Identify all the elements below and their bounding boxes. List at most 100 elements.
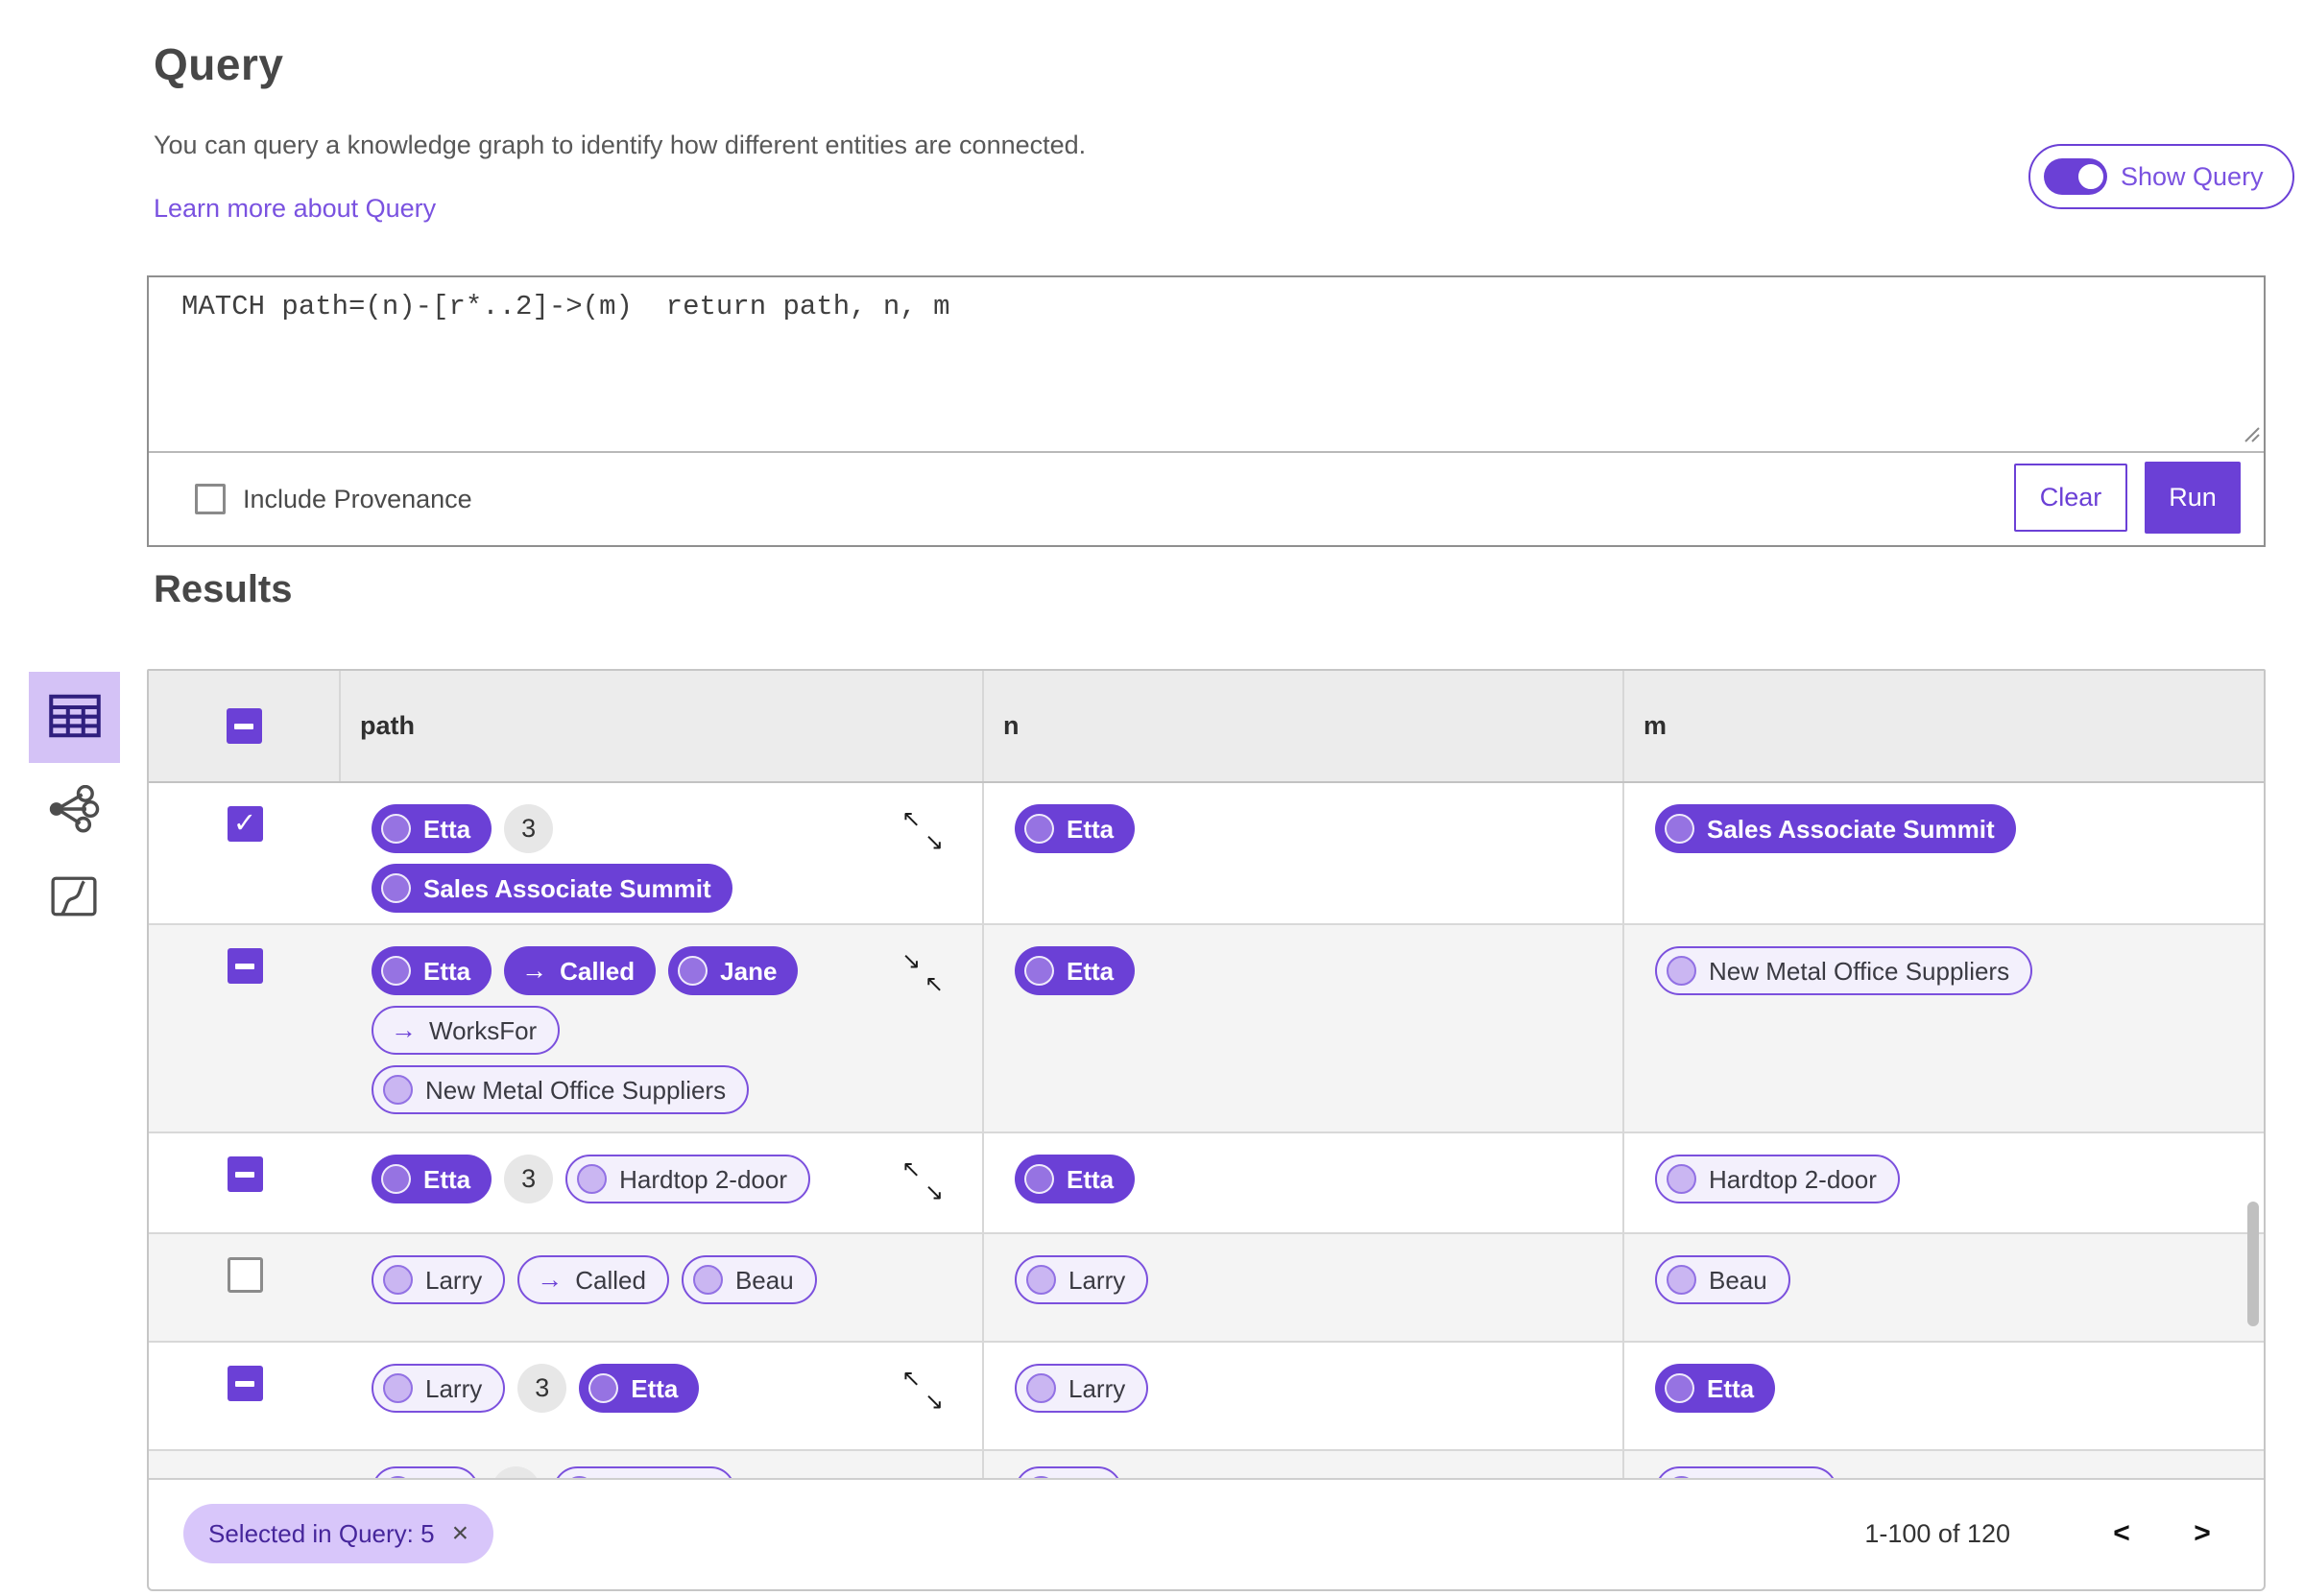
row-checkbox[interactable] [227,1257,263,1293]
node-circle-icon [1024,814,1054,844]
path-cell: Etta 3 Sales Associate Summit ↖ ↘ [341,783,984,923]
pill-line: Sales Associate Summit [372,864,965,913]
pill-label: Jane [720,956,778,986]
m-cell: Hardtop 2-door [1624,1133,2264,1232]
n-cell: Larry [984,1234,1624,1341]
row-checkbox[interactable] [227,948,263,984]
entity-pill[interactable]: Beau [1655,1255,1790,1304]
row-checkbox[interactable] [227,1366,263,1401]
expand-icon[interactable]: ↖ ↘ [901,808,944,854]
entity-pill[interactable]: Larry [372,1255,506,1304]
graph-view-button[interactable] [40,782,108,838]
pill-label: Sales Associate Summit [423,873,711,903]
page-title: Query [154,39,284,89]
pill-line: Larry → Called Beau [372,1255,965,1304]
node-circle-icon [1024,1164,1054,1194]
entity-pill[interactable]: Larry [1015,1364,1149,1413]
query-panel: MATCH path=(n)-[r*..2]->(m) return path,… [147,275,2266,547]
relationship-pill[interactable]: → WorksFor [372,1006,561,1055]
pill-line [372,1466,965,1478]
entity-pill[interactable]: Etta [1015,804,1136,853]
entity-pill[interactable]: Etta [372,804,492,853]
entity-pill[interactable]: Etta [372,1155,492,1203]
close-icon[interactable]: × [451,1517,469,1549]
entity-pill[interactable] [372,1466,479,1478]
row-select-cell [149,1343,341,1449]
learn-more-link[interactable]: Learn more about Query [154,194,437,223]
entity-pill[interactable]: Etta [1015,946,1136,995]
resize-handle-icon[interactable] [2240,422,2261,448]
chevron-left-icon[interactable]: < [2095,1516,2148,1551]
entity-pill[interactable]: Etta [1655,1364,1776,1413]
entity-pill[interactable]: New Metal Office Suppliers [372,1065,750,1114]
map-view-button[interactable] [44,871,104,923]
run-button[interactable]: Run [2145,462,2241,534]
show-query-toggle[interactable]: Show Query [2028,144,2294,209]
row-checkbox[interactable] [227,806,263,842]
table-header: path n m [149,671,2264,783]
pill-label: Etta [1067,814,1115,844]
entity-pill[interactable]: Hardtop 2-door [565,1155,811,1203]
pill-label: Etta [423,956,471,986]
chevron-right-icon[interactable]: > [2175,1516,2229,1551]
node-circle-icon [383,1373,413,1403]
table-row [149,1451,2264,1478]
provenance-checkbox[interactable] [195,484,226,514]
entity-pill[interactable] [553,1466,735,1478]
table-row: Etta 3 Sales Associate Summit ↖↘ Etta Sales A… [149,783,2264,925]
select-all-checkbox[interactable] [226,708,262,744]
include-provenance-option[interactable]: Include Provenance [195,484,472,514]
count-badge: 3 [504,1155,554,1203]
count-badge: 3 [517,1364,567,1413]
entity-pill[interactable]: Jane [668,946,799,995]
clear-button[interactable]: Clear [2014,464,2127,532]
entity-pill[interactable]: New Metal Office Suppliers [1655,946,2033,995]
chip-label: Selected in Query: 5 [208,1518,435,1548]
pill-label: New Metal Office Suppliers [425,1075,727,1105]
pill-line: Larry 3 Etta [372,1364,965,1413]
entity-pill[interactable] [1655,1466,1837,1478]
path-cell [341,1451,984,1478]
entity-pill[interactable]: Beau [681,1255,817,1304]
arrow-right-icon: → [537,1265,564,1294]
collapse-icon[interactable]: ↘ ↖ [901,950,944,996]
node-circle-icon [381,1164,411,1194]
entity-pill[interactable] [1015,1466,1122,1478]
entity-pill[interactable]: Larry [372,1364,506,1413]
pill-label: Beau [734,1265,794,1295]
entity-pill[interactable]: Etta [372,946,492,995]
path-cell: Etta → Called Jane → WorksFor New Metal Office… [341,925,984,1131]
relationship-pill[interactable]: → Called [504,946,657,995]
entity-pill[interactable]: Larry [1015,1255,1149,1304]
pill-line: Hardtop 2-door [1655,1155,2246,1203]
toggle-on-icon[interactable] [2044,158,2107,195]
arrow-glyph: ↘ [901,948,922,974]
relationship-pill[interactable]: → Called [517,1255,669,1304]
pill-label: Called [575,1265,646,1295]
arrow-right-icon: → [391,1015,417,1044]
node-circle-icon [1667,1164,1696,1194]
pill-label: Larry [1068,1373,1126,1403]
pill-line [1655,1466,2246,1478]
vertical-scrollbar[interactable] [2247,1202,2259,1326]
header-select-cell [149,671,341,781]
node-circle-icon [1667,956,1696,986]
entity-pill[interactable]: Etta [579,1364,700,1413]
show-query-label: Show Query [2121,161,2264,191]
selected-in-query-chip[interactable]: Selected in Query: 5 × [183,1504,494,1563]
expand-icon[interactable]: ↖ ↘ [901,1158,944,1204]
table-view-button[interactable] [29,672,120,763]
row-checkbox[interactable] [227,1156,263,1192]
node-circle-icon [381,814,411,844]
entity-pill[interactable]: Hardtop 2-door [1655,1155,1900,1203]
entity-pill[interactable]: Sales Associate Summit [1655,804,2016,853]
expand-icon[interactable]: ↖ ↘ [901,1368,944,1414]
n-cell: Etta [984,783,1624,923]
entity-pill[interactable]: Sales Associate Summit [372,864,732,913]
pill-label: Beau [1709,1265,1767,1295]
entity-pill[interactable]: Etta [1015,1155,1136,1203]
n-cell: Etta [984,925,1624,1131]
query-input[interactable]: MATCH path=(n)-[r*..2]->(m) return path,… [149,277,2264,453]
node-circle-icon [1665,814,1694,844]
